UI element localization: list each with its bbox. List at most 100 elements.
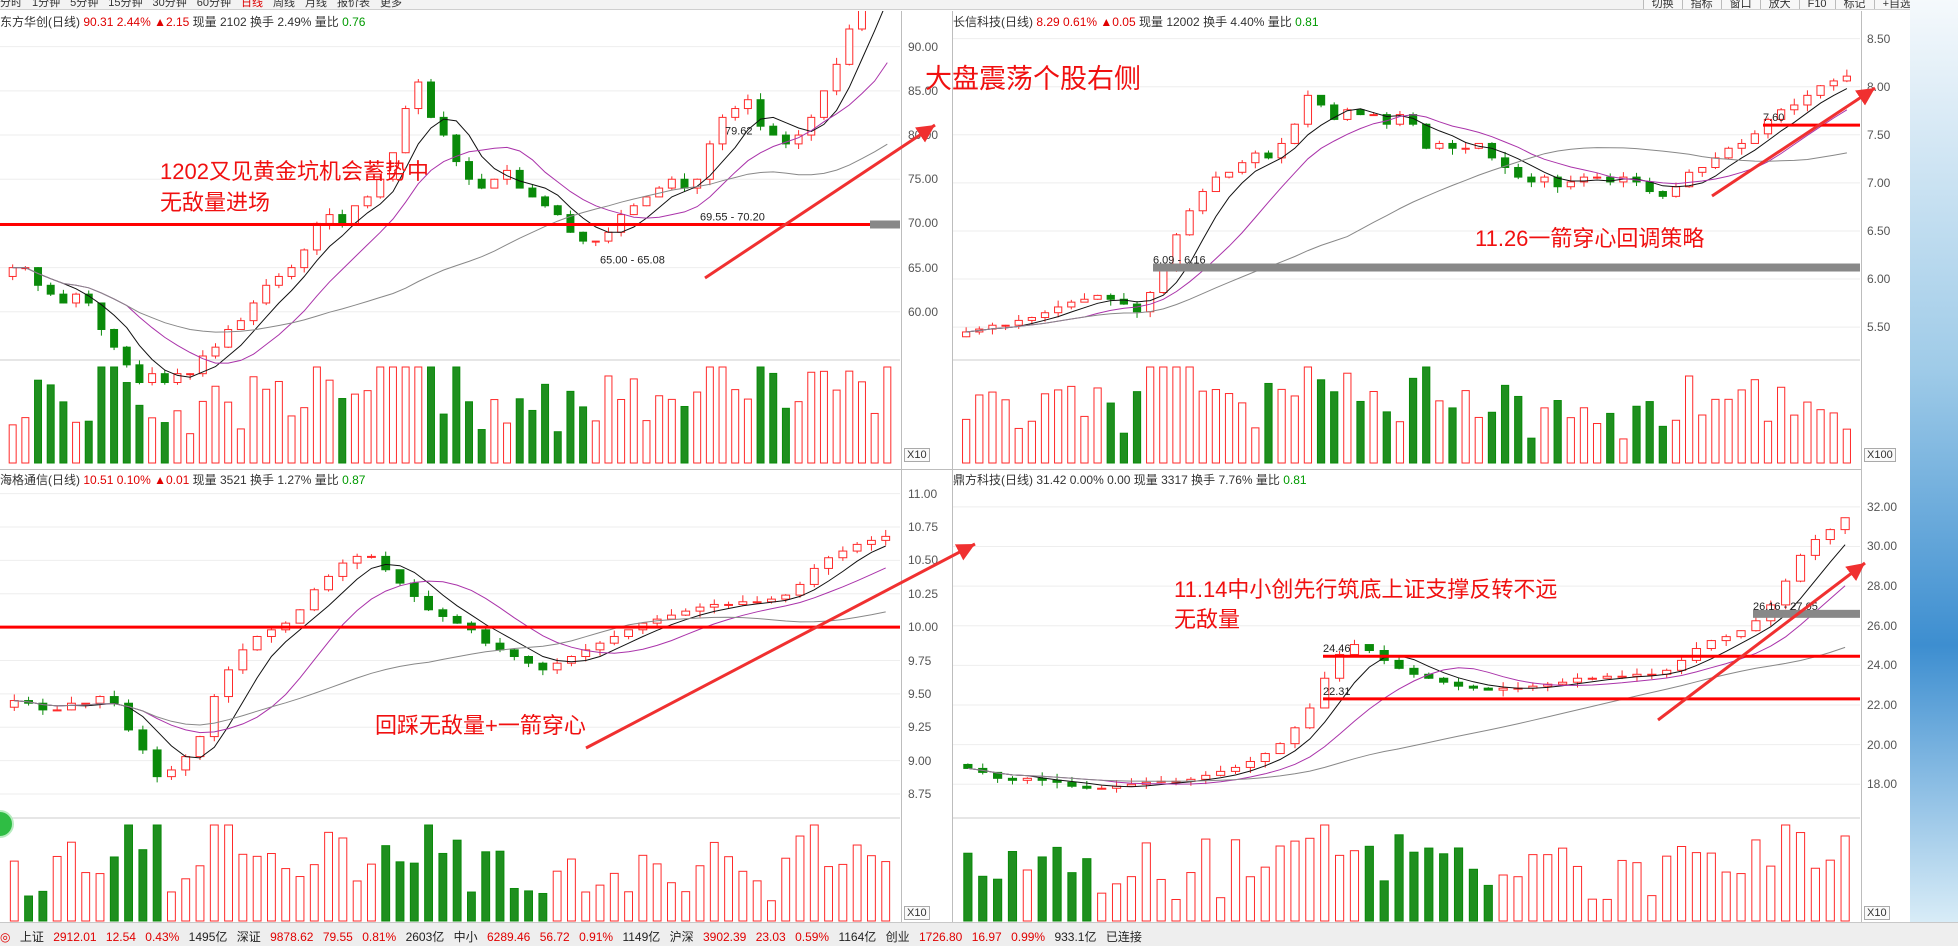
scale-x10-label[interactable]: X10 [904,906,930,920]
candle-body [338,214,347,224]
candle-body [1106,294,1115,300]
chart-pane-top-left[interactable]: 东方华创(日线) 90.31 2.44% ▲2.15 现量 2102 换手 2.… [0,11,938,469]
volume-bar [236,428,245,464]
period-tab[interactable]: 报价表 [337,0,370,9]
candlestick-chart[interactable]: 79.62 69.55 - 70.20 65.00 - 65.08 [0,11,901,469]
volume-bar [1592,423,1602,464]
volume-bar [1027,420,1036,464]
candle-body [309,589,319,611]
volume-bar [295,876,305,922]
volume-bar [1001,399,1010,464]
volume-bar [1721,871,1731,922]
period-tab[interactable]: 60分钟 [196,0,231,9]
candle-body [1514,166,1523,178]
axis-tick-label: 24.00 [1867,658,1898,673]
volume-bar [1528,854,1538,922]
pane-divider[interactable] [952,11,953,923]
candlestick-chart[interactable]: 24.46 22.31 26.16 - 27.05 [953,469,1861,923]
candle-body [198,355,207,375]
axis-tick-label: 18.00 [1867,777,1898,792]
volume-bar [160,422,169,464]
period-tabs[interactable]: 分时 1分钟 5分钟 15分钟 30分钟 60分钟 日线 周线 月线 报价表 更多 [0,0,412,9]
volume-bar [1172,366,1181,464]
volume-bar [59,401,68,464]
toolbar-button[interactable]: 放大 [1759,0,1799,9]
toolbar-button[interactable]: +自选 [1873,0,1919,9]
period-tab[interactable]: 周线 [273,0,295,9]
period-tab[interactable]: 5分钟 [70,0,99,9]
candle-body [1022,777,1032,781]
candle-body [401,108,410,154]
candle-body [1067,301,1076,308]
period-tab[interactable]: 分时 [0,0,22,9]
stock-pct: 0.10% [116,473,151,487]
moving-average-line [966,147,1847,333]
candle-body [1500,157,1510,168]
connection-status[interactable]: 已连接 [1105,930,1142,944]
pane-divider[interactable] [1861,11,1862,923]
period-tab[interactable]: 15分钟 [108,0,143,9]
candle-body [1461,147,1470,150]
volume-bar [1424,847,1434,922]
volume-bar [1097,892,1107,922]
chart-pane-top-right[interactable]: 长信科技(日线) 8.29 0.61% ▲0.05 现量 12002 换手 4.… [953,11,1896,469]
volume-bar [1364,845,1374,922]
pane-divider[interactable] [901,11,902,923]
volume-bar [1409,851,1419,922]
pane-divider[interactable] [0,469,1862,470]
candle-body [962,331,971,338]
price-level-label: 65.00 - 65.08 [600,254,665,266]
volume-bar [477,429,486,464]
volume-bar [552,870,562,922]
candle-body [680,178,689,189]
period-tab[interactable]: 日线 [241,0,263,9]
volume-bar [541,383,550,464]
volume-bar [794,401,803,464]
period-tab[interactable]: 1分钟 [32,0,61,9]
scale-x10-label[interactable]: X10 [1864,906,1890,920]
volume-bar [1711,398,1720,464]
candle-body [1810,539,1820,556]
candle-body [124,702,134,731]
toolbar-button[interactable]: 指标 [1681,0,1721,9]
stock-ratio-label: 量比 [314,473,339,487]
toolbar-button[interactable]: 窗口 [1720,0,1760,9]
candle-body [173,373,182,384]
candle-body [122,346,131,366]
volume-bar [824,866,834,922]
candle-body [743,99,752,110]
candle-body [667,178,676,189]
scale-x100-label[interactable]: X100 [1864,448,1896,462]
volume-bar [1303,366,1313,464]
volume-bar [1750,379,1759,464]
candle-body [1264,152,1273,159]
volume-bar [591,420,600,464]
annotation-text: 11.26一箭穿心回调策略 [1475,226,1705,251]
toolbar-button[interactable]: 切换 [1642,0,1682,9]
candle-body [857,11,866,30]
volume-bar [581,891,591,922]
toolbar-button[interactable]: 标记 [1834,0,1874,9]
chart-pane-bottom-left[interactable]: 海格通信(日线) 10.51 0.10% ▲0.01 现量 3521 换手 1.… [0,469,938,923]
candle-body [1230,766,1241,772]
volume-bar [655,395,664,464]
axis-tick-label: 32.00 [1867,499,1898,514]
candle-body [1349,644,1360,655]
period-tab[interactable]: 30分钟 [152,0,187,9]
candle-body [9,700,19,708]
alert-icon[interactable]: ◎ [0,930,11,944]
candle-body [1335,653,1345,679]
volume-bar [705,366,714,464]
candle-body [1751,620,1761,632]
scale-x10-label[interactable]: X10 [904,448,930,462]
toolbar-button[interactable]: F10 [1798,0,1835,9]
stock-price: 31.42 [1036,473,1067,487]
period-tab[interactable]: 月线 [305,0,327,9]
chart-pane-bottom-right[interactable]: 鼎方科技(日线) 31.42 0.00% 0.00 现量 3317 换手 7.7… [953,469,1897,923]
candle-body [1795,554,1806,582]
volume-bar [1132,391,1142,464]
candle-body [852,543,862,552]
candlestick-chart[interactable] [0,469,901,923]
period-tab[interactable]: 更多 [380,0,402,9]
